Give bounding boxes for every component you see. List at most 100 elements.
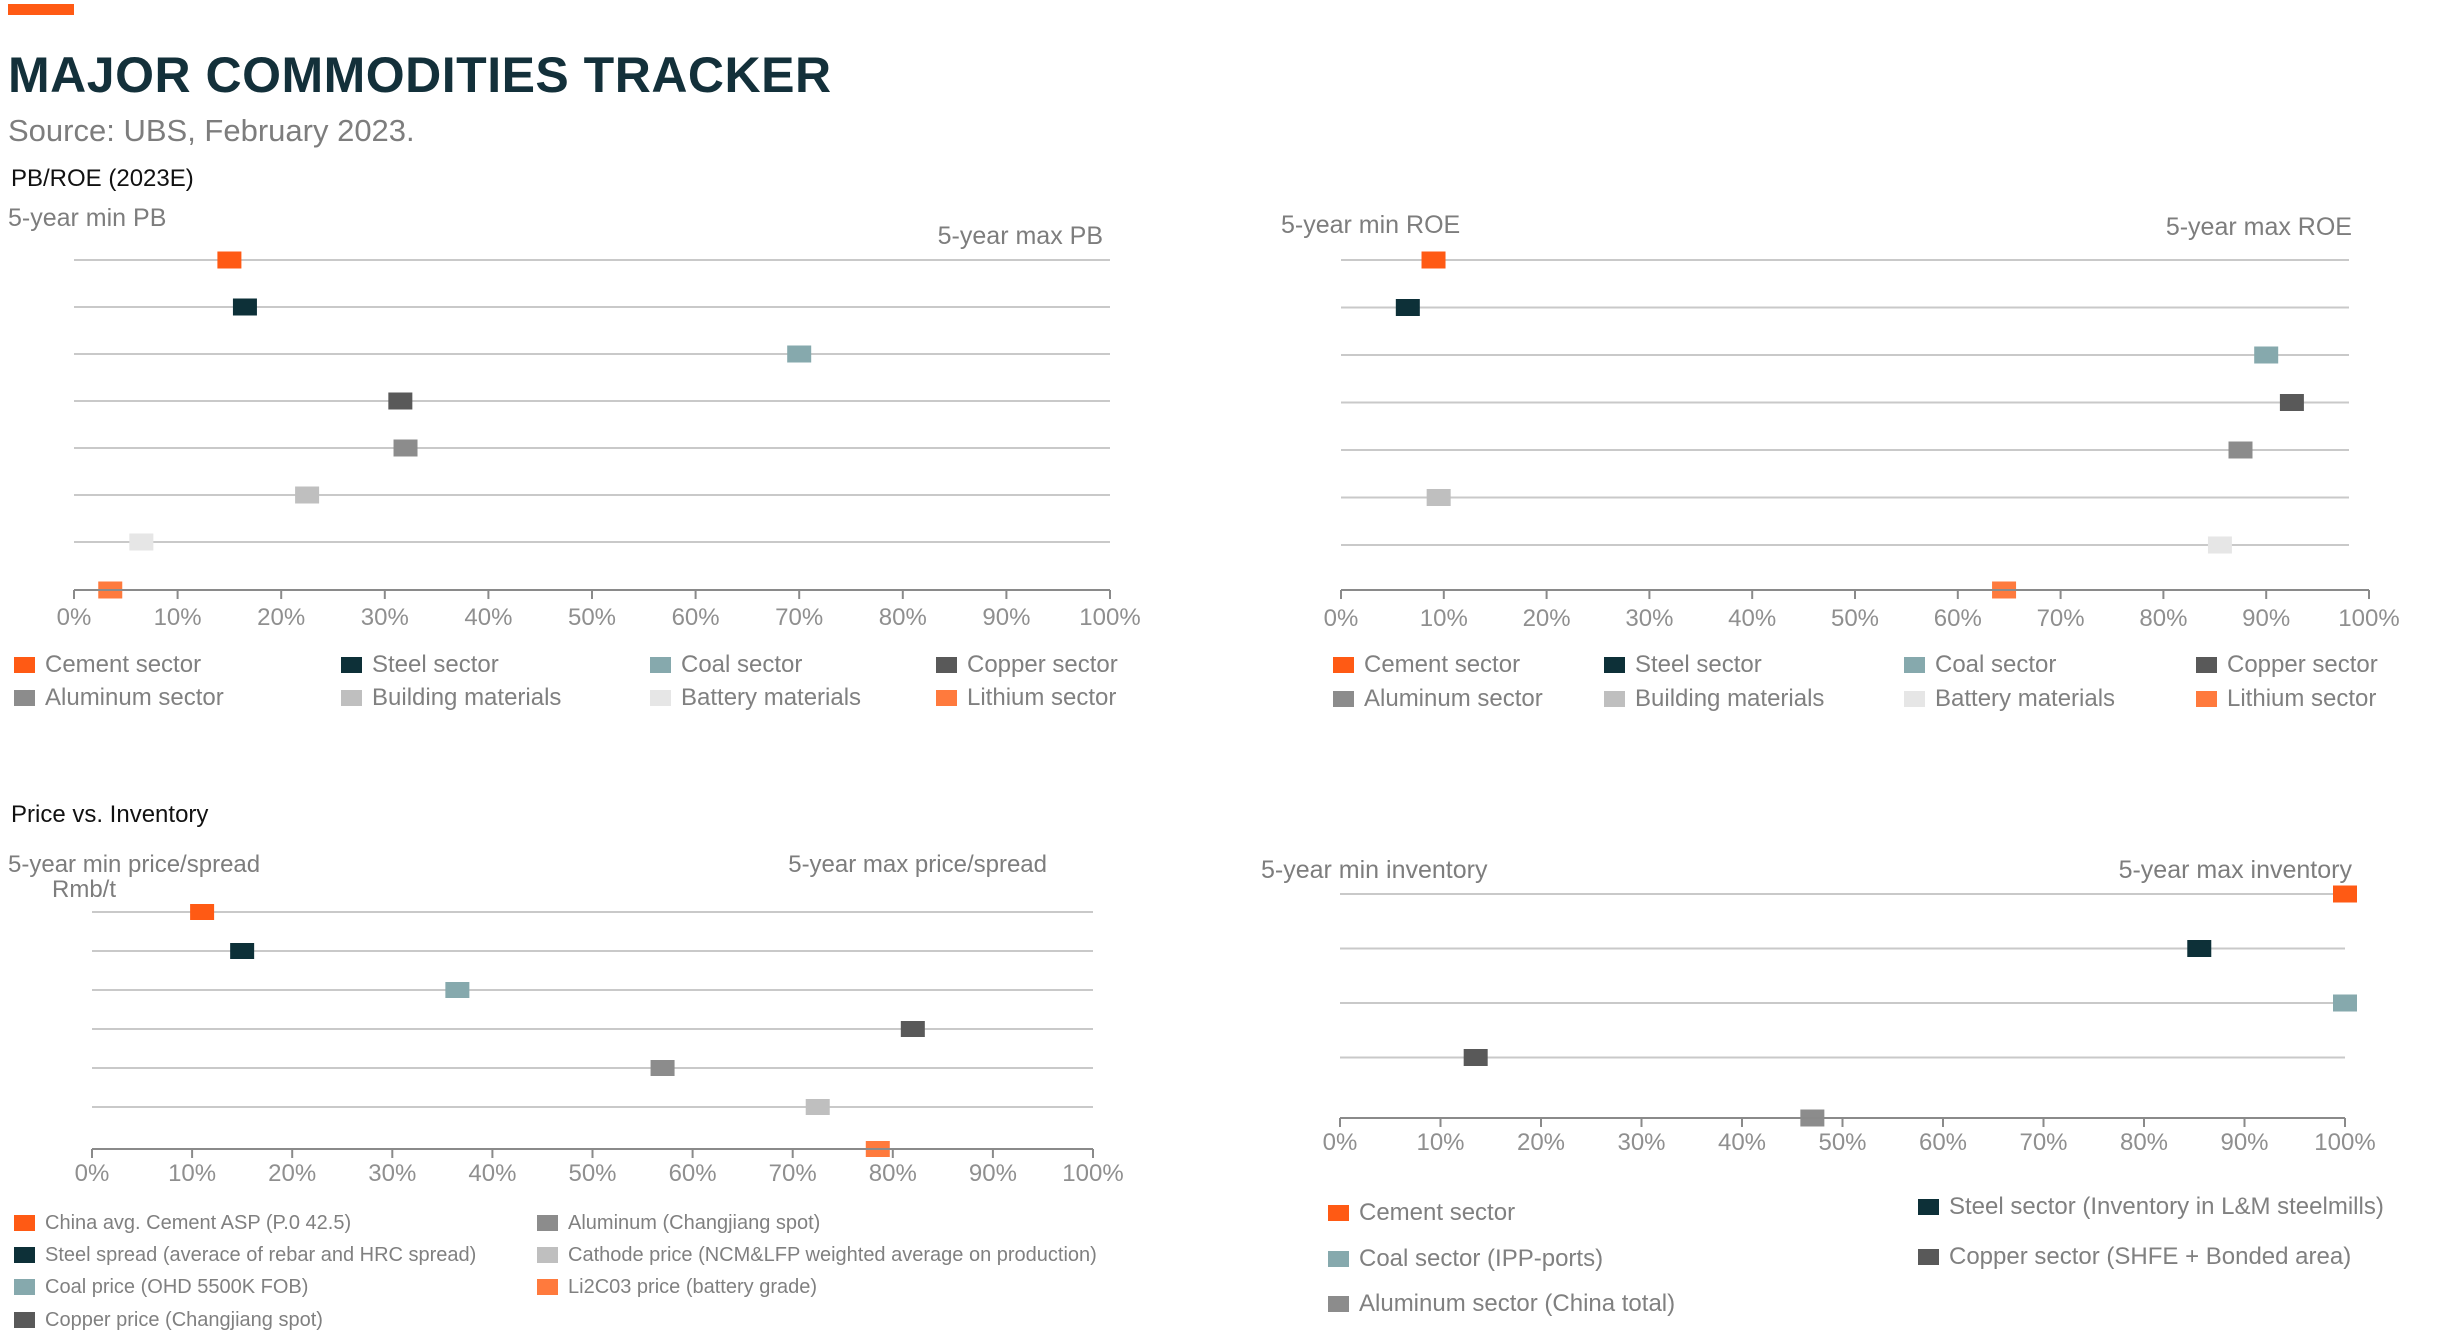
x-tick-label: 30% — [368, 1160, 416, 1187]
x-tick-label: 100% — [2338, 605, 2399, 632]
accent-bar — [8, 4, 74, 15]
legend-swatch — [341, 690, 362, 706]
legend-label: Copper sector — [2227, 651, 2378, 678]
legend-item: Aluminum sector — [1333, 687, 1543, 711]
x-tick-label: 80% — [2139, 605, 2187, 632]
legend-label: Aluminum sector — [45, 684, 224, 711]
legend-item: Lithium sector — [2196, 687, 2376, 711]
series-marker — [2279, 394, 2304, 411]
series-marker — [2333, 994, 2357, 1012]
legend-label: Aluminum sector — [1364, 685, 1543, 712]
legend-swatch — [341, 657, 362, 673]
chart-inventory: 5-year min inventory 5-year max inventory… — [1261, 856, 2376, 1156]
series-marker — [805, 1099, 830, 1115]
legend-swatch — [1333, 691, 1354, 707]
legend-item: Coal sector — [650, 653, 802, 677]
max-label: 5-year max inventory — [2119, 856, 2353, 884]
max-label: 5-year max price/spread — [788, 851, 1047, 878]
series-marker — [1395, 299, 1420, 316]
section-label-pbroe: PB/ROE (2023E) — [11, 165, 194, 192]
legend-label: Coal price (OHD 5500K FOB) — [45, 1276, 309, 1298]
legend-label: Battery materials — [1935, 685, 2116, 712]
legend-label: Coal sector — [681, 651, 803, 678]
legend-label: Lithium sector — [2227, 685, 2377, 712]
legend-swatch — [936, 657, 957, 673]
legend-item: Cement sector — [14, 653, 201, 677]
series-marker — [190, 904, 215, 920]
x-tick-label: 40% — [468, 1160, 516, 1187]
x-tick-label: 10% — [1420, 605, 1468, 632]
x-tick-label: 60% — [672, 604, 720, 631]
legend-label: Cathode price (NCM&LFP weighted average … — [568, 1244, 1097, 1266]
legend-label: Steel sector — [1635, 651, 1762, 678]
legend-item: Li2C03 price (battery grade) — [537, 1277, 817, 1297]
legend-swatch — [14, 1247, 35, 1263]
legend-swatch — [14, 1215, 35, 1231]
min-label: 5-year min PB — [8, 204, 166, 232]
series-marker — [900, 1021, 925, 1037]
legend-swatch — [1604, 691, 1625, 707]
legend-swatch — [537, 1215, 558, 1231]
x-tick-label: 50% — [1831, 605, 1879, 632]
x-tick-label: 0% — [1324, 605, 1359, 632]
legend-swatch — [650, 657, 671, 673]
legend-item: Building materials — [1604, 687, 1824, 711]
legend-label: Coal sector — [1935, 651, 2057, 678]
x-tick-label: 90% — [969, 1160, 1017, 1187]
legend-swatch — [1918, 1249, 1939, 1265]
series-marker — [787, 345, 812, 363]
series-marker — [2187, 940, 2212, 957]
legend-label: Copper sector (SHFE + Bonded area) — [1949, 1243, 2352, 1270]
x-tick-label: 90% — [982, 604, 1030, 631]
legend-label: Coal sector (IPP-ports) — [1359, 1245, 1604, 1272]
x-tick-label: 70% — [2037, 605, 2085, 632]
legend-item: Copper sector — [936, 653, 1118, 677]
legend-item: Aluminum sector (China total) — [1328, 1292, 1675, 1316]
legend-item: Lithium sector — [936, 686, 1116, 710]
page-title: MAJOR COMMODITIES TRACKER — [8, 47, 832, 103]
x-tick-label: 80% — [2120, 1129, 2168, 1156]
x-tick-label: 30% — [1617, 1129, 1665, 1156]
legend-item: Cement sector — [1328, 1201, 1515, 1225]
legend-swatch — [1333, 657, 1354, 673]
legend-swatch — [1328, 1251, 1349, 1267]
x-tick-label: 40% — [1728, 605, 1776, 632]
legend-swatch — [1328, 1205, 1349, 1221]
x-tick-label: 70% — [769, 1160, 817, 1187]
legend-label: Steel sector — [372, 651, 499, 678]
legend-item: Coal price (OHD 5500K FOB) — [14, 1277, 308, 1297]
legend-swatch — [1904, 691, 1925, 707]
x-tick-label: 10% — [1416, 1129, 1464, 1156]
series-marker — [1426, 489, 1451, 506]
legend-swatch — [2196, 657, 2217, 673]
source-note: Source: UBS, February 2023. — [8, 113, 415, 148]
x-tick-label: 50% — [568, 1160, 616, 1187]
legend-label: Steel spread (averace of rebar and HRC s… — [45, 1244, 477, 1266]
legend-swatch — [1918, 1199, 1939, 1215]
legend-swatch — [14, 657, 35, 673]
x-tick-label: 0% — [1323, 1129, 1358, 1156]
legend-item: Steel sector (Inventory in L&M steelmill… — [1918, 1195, 2384, 1219]
legend-item: China avg. Cement ASP (P.0 42.5) — [14, 1213, 351, 1233]
x-tick-label: 70% — [775, 604, 823, 631]
legend-item: Copper price (Changjiang spot) — [14, 1310, 323, 1330]
max-label: 5-year max PB — [938, 222, 1103, 250]
legend-swatch — [1328, 1296, 1349, 1312]
x-tick-label: 100% — [2314, 1129, 2375, 1156]
series-marker — [393, 439, 418, 457]
legend-swatch — [537, 1279, 558, 1295]
unit-label: Rmb/t — [52, 876, 116, 903]
x-tick-label: 10% — [154, 604, 202, 631]
x-tick-label: 60% — [1919, 1129, 1967, 1156]
legend-item: Steel spread (averace of rebar and HRC s… — [14, 1245, 476, 1265]
legend-item: Coal sector (IPP-ports) — [1328, 1247, 1603, 1271]
x-tick-label: 50% — [568, 604, 616, 631]
x-tick-label: 90% — [2242, 605, 2290, 632]
legend-label: Copper sector — [967, 651, 1118, 678]
series-marker — [230, 943, 255, 959]
legend-label: Aluminum (Changjiang spot) — [568, 1212, 821, 1234]
legend-label: Aluminum sector (China total) — [1359, 1290, 1676, 1317]
legend-item: Building materials — [341, 686, 561, 710]
legend-label: Cement sector — [1364, 651, 1521, 678]
